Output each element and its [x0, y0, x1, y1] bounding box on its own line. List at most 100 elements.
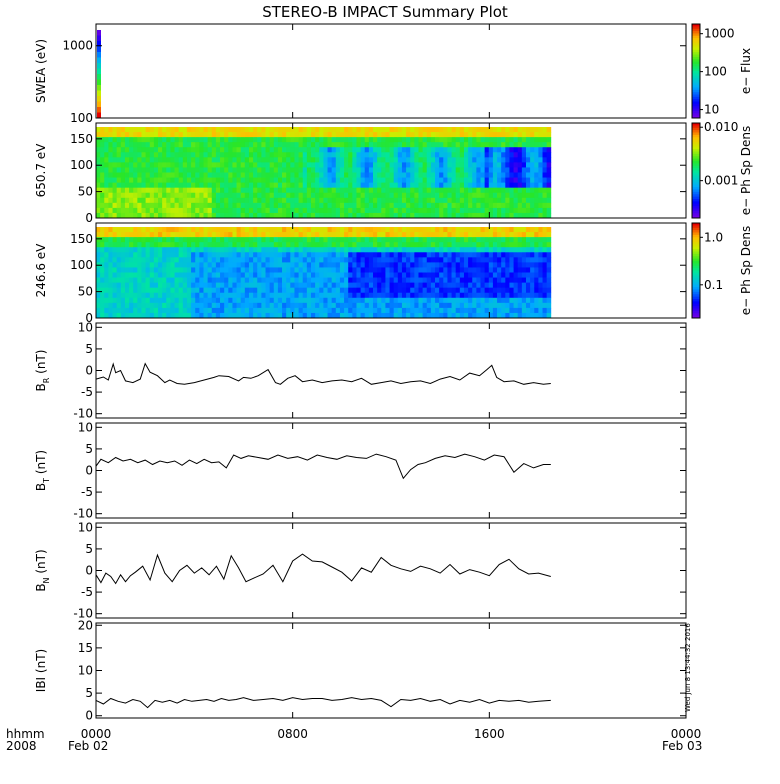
heatmap-cell	[141, 177, 147, 184]
heatmap-cell	[451, 257, 457, 263]
heatmap-cell	[451, 262, 457, 268]
heatmap-cell	[542, 292, 548, 299]
heatmap-cell	[348, 237, 353, 243]
heatmap-cell	[480, 277, 486, 284]
colorbar-cell	[692, 35, 700, 39]
heatmap-cell	[476, 207, 481, 214]
heatmap-cell	[451, 207, 457, 214]
heatmap-cell	[538, 262, 543, 268]
heatmap-cell	[344, 312, 349, 319]
colorbar-cell	[692, 265, 700, 269]
heatmap-cell	[331, 197, 337, 204]
heatmap-cell	[315, 177, 320, 184]
heatmap-cell	[133, 147, 138, 153]
heatmap-cell	[331, 177, 337, 184]
heatmap-cell	[215, 287, 221, 294]
heatmap-cell	[302, 127, 308, 133]
heatmap-cell	[207, 127, 213, 133]
heatmap-cell	[290, 277, 295, 284]
heatmap-cell	[220, 202, 225, 209]
heatmap-cell	[476, 232, 481, 238]
heatmap-cell	[418, 157, 424, 163]
heatmap-cell	[364, 207, 370, 214]
heatmap-cell	[224, 287, 229, 294]
heatmap-cell	[137, 162, 142, 168]
heatmap-cell	[294, 142, 299, 148]
heatmap-cell	[261, 242, 266, 248]
heatmap-cell	[463, 307, 469, 314]
heatmap-cell	[310, 197, 316, 204]
heatmap-cell	[207, 307, 213, 314]
heatmap-cell	[211, 232, 217, 238]
heatmap-cell	[406, 232, 411, 238]
heatmap-cell	[137, 207, 142, 214]
heatmap-cell	[327, 307, 333, 314]
heatmap-cell	[244, 172, 250, 178]
heatmap-cell	[145, 247, 151, 253]
heatmap-cell	[211, 282, 217, 289]
heatmap-cell	[356, 132, 362, 138]
heatmap-cell	[356, 212, 362, 219]
heatmap-cell	[430, 307, 436, 314]
heatmap-cell	[344, 272, 349, 278]
colorbar-cell	[692, 246, 700, 250]
heatmap-cell	[220, 212, 225, 219]
heatmap-cell	[286, 137, 291, 143]
heatmap-cell	[517, 282, 523, 289]
heatmap-cell	[215, 172, 221, 178]
heatmap-cell	[273, 257, 279, 263]
heatmap-cell	[451, 292, 457, 299]
heatmap-cell	[430, 267, 436, 273]
heatmap-cell	[186, 227, 192, 233]
heatmap-cell	[397, 187, 403, 194]
heatmap-cell	[253, 137, 258, 143]
heatmap-cell	[174, 202, 180, 209]
heatmap-cell	[97, 85, 101, 91]
colorbar-cell	[692, 103, 700, 107]
heatmap-cell	[521, 132, 527, 138]
heatmap-cell	[435, 307, 440, 314]
heatmap-cell	[141, 157, 147, 163]
heatmap-cell	[468, 137, 473, 143]
series-line-5	[95, 453, 551, 480]
heatmap-cell	[158, 227, 163, 233]
heatmap-cell	[248, 272, 254, 278]
heatmap-cell	[108, 152, 113, 158]
heatmap-cell	[521, 272, 527, 278]
heatmap-cell	[509, 202, 514, 209]
heatmap-cell	[360, 252, 366, 258]
heatmap-cell	[344, 197, 349, 204]
heatmap-cell	[112, 267, 118, 273]
heatmap-cell	[294, 167, 299, 173]
heatmap-cell	[393, 207, 399, 214]
colorbar-cell	[692, 306, 700, 309]
heatmap-cell	[199, 272, 204, 278]
heatmap-cell	[335, 272, 341, 278]
heatmap-cell	[158, 207, 163, 214]
heatmap-cell	[108, 162, 113, 168]
heatmap-cell	[112, 277, 118, 284]
heatmap-cell	[476, 312, 481, 319]
heatmap-cell	[327, 142, 333, 148]
heatmap-cell	[273, 152, 279, 158]
heatmap-cell	[530, 272, 535, 278]
heatmap-cell	[497, 142, 502, 148]
heatmap-cell	[389, 272, 395, 278]
heatmap-cell	[257, 252, 262, 258]
heatmap-cell	[100, 227, 105, 233]
heatmap-cell	[149, 187, 155, 194]
heatmap-cell	[224, 302, 229, 309]
heatmap-cell	[344, 232, 349, 238]
heatmap-cell	[116, 212, 122, 219]
heatmap-cell	[348, 132, 353, 138]
heatmap-cell	[397, 192, 403, 199]
heatmap-cell	[360, 182, 366, 189]
heatmap-cell	[439, 247, 444, 253]
heatmap-cell	[472, 242, 477, 248]
panel-frame	[95, 322, 687, 419]
heatmap-cell	[248, 182, 254, 189]
heatmap-cell	[538, 282, 543, 289]
heatmap-cell	[439, 182, 444, 189]
heatmap-cell	[240, 267, 246, 273]
panel-frame	[95, 222, 687, 319]
